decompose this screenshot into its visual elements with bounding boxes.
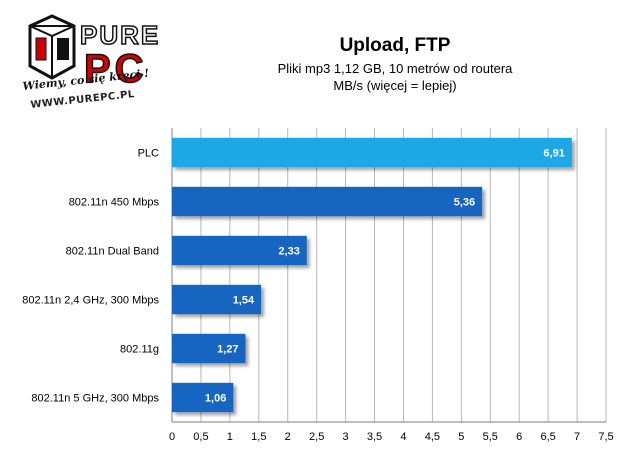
purepc-logo-mark: PURE PC <box>28 14 160 92</box>
bar-value-label: 1,54 <box>233 295 255 307</box>
bars <box>172 137 572 413</box>
x-tick-label: 0,5 <box>193 431 208 443</box>
bar-value-label: 2,33 <box>278 246 299 258</box>
bar <box>172 235 307 266</box>
bar <box>172 186 483 217</box>
logo-brand-top: PURE <box>80 20 160 50</box>
category-label: 802.11n 450 Mbps <box>69 197 160 209</box>
labels: 0 0,5 1 1,5 2 2,5 3 3,5 4 4,5 5 5,5 6 6,5 7 7,5 6,91 PLC 5… <box>22 148 613 444</box>
category-label: 802.11g <box>120 344 159 356</box>
x-tick-label: 3 <box>343 431 349 443</box>
purepc-logo: PURE PC <box>22 8 182 118</box>
category-label: 802.11n Dual Band <box>66 246 159 258</box>
bar-value-label: 5,36 <box>454 197 475 209</box>
category-label: 802.11n 5 GHz, 300 Mbps <box>31 393 159 405</box>
bar-value-label: 1,27 <box>217 344 238 356</box>
bar <box>172 137 572 168</box>
x-tick-label: 7 <box>574 431 580 443</box>
x-tick-label: 2,5 <box>309 431 324 443</box>
x-tick-label: 6 <box>516 431 522 443</box>
x-tick-label: 1 <box>227 431 233 443</box>
grid <box>171 128 607 423</box>
x-tick-label: 0 <box>169 431 175 443</box>
title-block: Upload, FTP Pliki mp3 1,12 GB, 10 metrów… <box>205 34 585 94</box>
bar <box>172 284 262 315</box>
x-tick-label: 6,5 <box>540 431 555 443</box>
category-label: PLC <box>138 148 159 160</box>
x-tick-label: 5,5 <box>483 431 498 443</box>
x-tick-label: 5 <box>458 431 464 443</box>
chart-title: Upload, FTP <box>339 35 451 56</box>
x-tick-label: 7,5 <box>598 431 613 443</box>
chart-unit-label: MB/s (więcej = lepiej) <box>333 78 457 93</box>
x-tick-label: 1,5 <box>251 431 266 443</box>
bar-value-label: 1,06 <box>205 393 226 405</box>
bar <box>172 333 246 364</box>
category-label: 802.11n 2,4 GHz, 300 Mbps <box>22 295 159 307</box>
logo-brand-bottom: PC <box>84 47 148 88</box>
x-tick-label: 3,5 <box>367 431 382 443</box>
bar <box>172 382 234 413</box>
chart-subtitle: Pliki mp3 1,12 GB, 10 metrów od routera <box>277 61 513 76</box>
x-tick-label: 4,5 <box>425 431 440 443</box>
x-tick-label: 2 <box>285 431 291 443</box>
bar-value-label: 6,91 <box>543 148 564 160</box>
x-tick-label: 4 <box>400 431 406 443</box>
